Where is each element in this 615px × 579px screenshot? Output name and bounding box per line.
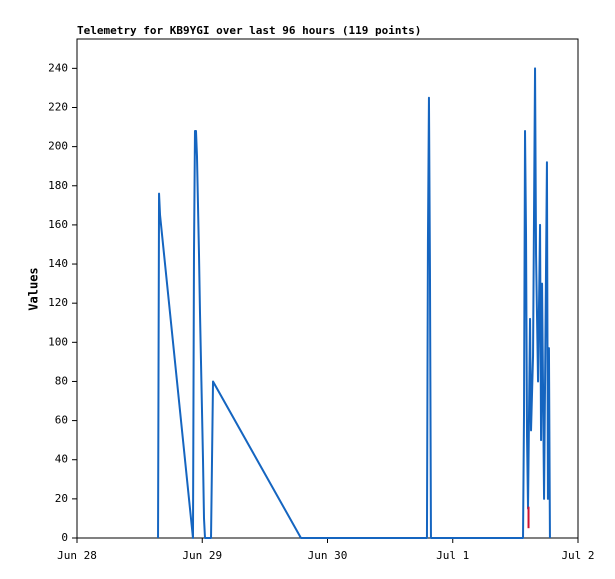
y-tick-label: 160 — [48, 218, 68, 231]
x-tick-label: Jul 2 — [561, 549, 594, 562]
y-axis-label: Values — [27, 267, 41, 310]
plot-frame — [76, 38, 579, 539]
x-tick-label: Jun 28 — [57, 549, 97, 562]
y-tick-label: 220 — [48, 100, 68, 113]
y-tick-label: 80 — [55, 374, 68, 387]
y-tick-label: 120 — [48, 296, 68, 309]
y-tick-label: 240 — [48, 61, 68, 74]
y-tick-label: 20 — [55, 492, 68, 505]
y-tick-label: 180 — [48, 179, 68, 192]
y-tick-label: 60 — [55, 414, 68, 427]
y-tick-label: 200 — [48, 140, 68, 153]
x-tick-label: Jun 30 — [308, 549, 348, 562]
x-tick-label: Jul 1 — [436, 549, 469, 562]
chart-title: Telemetry for KB9YGI over last 96 hours … — [77, 24, 421, 37]
y-tick-label: 100 — [48, 335, 68, 348]
x-tick-label: Jun 29 — [182, 549, 222, 562]
y-tick-label: 140 — [48, 257, 68, 270]
y-tick-label: 40 — [55, 453, 68, 466]
y-tick-label: 0 — [61, 531, 68, 544]
series-line — [157, 67, 551, 539]
